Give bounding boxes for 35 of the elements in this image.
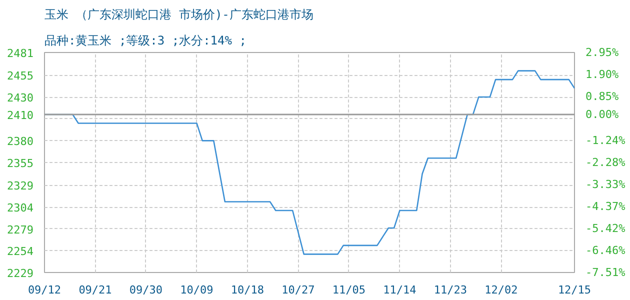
y2-tick-label: -6.46% (586, 244, 626, 257)
y-tick-label: 2481 (7, 47, 34, 60)
x-tick-label: 09/12 (28, 284, 62, 296)
x-tick-label: 11/23 (434, 284, 468, 296)
y-tick-label: 2430 (7, 92, 34, 105)
x-tick-label: 10/27 (282, 284, 315, 296)
x-tick-label: 11/14 (383, 284, 417, 296)
y-tick-label: 2355 (7, 157, 34, 170)
y2-tick-label: 0.85% (586, 90, 619, 104)
y-tick-label: 2304 (7, 202, 34, 215)
x-tick-label: 12/15 (558, 284, 592, 296)
y-tick-label: 2329 (7, 180, 34, 193)
y2-tick-label: -5.42% (586, 222, 626, 236)
y-tick-label: 2229 (7, 267, 34, 280)
chart-title: 玉米 （广东深圳蛇口港 市场价)-广东蛇口港市场 (44, 8, 314, 22)
x-tick-label: 12/02 (484, 284, 518, 296)
x-tick-label: 11/05 (332, 284, 366, 296)
y-tick-label: 2254 (7, 245, 34, 258)
y2-tick-label: -3.33% (586, 178, 626, 192)
y2-tick-label: -1.24% (586, 134, 626, 148)
y-tick-label: 2380 (7, 135, 34, 148)
y2-tick-label: 0.00% (586, 108, 619, 122)
y-tick-label: 2455 (7, 70, 34, 83)
y2-tick-label: 2.95% (586, 46, 619, 59)
y2-tick-label: -2.28% (586, 156, 626, 169)
x-tick-label: 10/18 (230, 284, 264, 296)
y2-tick-label: -7.51% (586, 266, 626, 279)
y-tick-label: 2279 (7, 223, 34, 236)
y2-tick-label: -4.37% (586, 200, 626, 213)
x-tick-label: 10/09 (180, 284, 214, 296)
x-tick-label: 09/30 (129, 284, 163, 296)
y-tick-label: 2410 (7, 108, 34, 122)
chart-subtitle: 品种:黄玉米 ;等级:3 ;水分:14% ; (44, 34, 246, 48)
y2-tick-label: 1.90% (586, 68, 619, 82)
x-tick-label: 09/21 (78, 284, 112, 296)
